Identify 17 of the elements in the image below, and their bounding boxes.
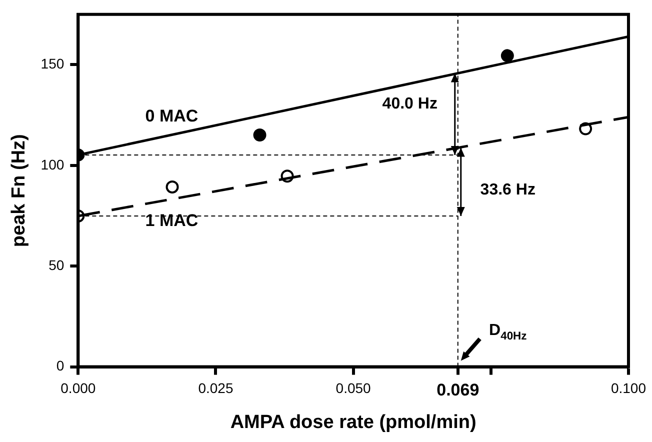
y-tick-label: 50 xyxy=(48,256,64,273)
point xyxy=(166,180,179,194)
y-tick-label: 0 xyxy=(56,358,64,374)
x-axis-title: AMPA dose rate (pmol/min) xyxy=(230,412,476,433)
annotation: 33.6 Hz xyxy=(480,181,536,198)
y-axis-title: peak Fn (Hz) xyxy=(8,134,30,248)
y-tick-label: 100 xyxy=(40,156,64,172)
y-tick-label: 150 xyxy=(40,56,64,72)
annotation: 40.0 Hz xyxy=(382,96,438,113)
point xyxy=(500,49,514,62)
x-tick-label: 0.100 xyxy=(610,380,646,396)
x-tick-label: 0.025 xyxy=(198,380,234,396)
x-tick-label: 0.000 xyxy=(60,380,96,396)
x-tick-label: 0.069 xyxy=(436,380,480,400)
point xyxy=(253,128,266,142)
x-tick-label: 0.050 xyxy=(336,380,372,396)
series-label: 0 MAC xyxy=(145,106,198,126)
